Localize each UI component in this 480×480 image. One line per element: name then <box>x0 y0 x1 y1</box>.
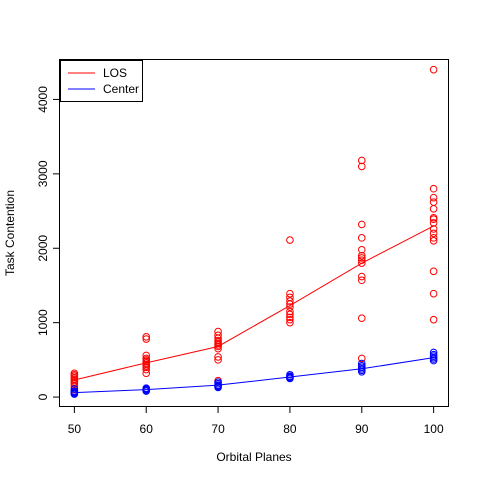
point-los <box>142 335 151 343</box>
legend-box <box>60 60 143 102</box>
point-los <box>357 354 366 363</box>
point-los <box>357 162 366 171</box>
point-los <box>357 314 366 322</box>
point-los <box>357 254 366 262</box>
point-los <box>286 315 294 324</box>
point-los <box>214 353 222 361</box>
point-los <box>286 310 294 319</box>
series-los <box>70 65 438 394</box>
point-los <box>429 205 438 213</box>
point-los <box>142 363 151 372</box>
point-center <box>429 356 438 365</box>
point-los <box>286 313 294 322</box>
y-tick-label: 3000 <box>36 160 50 187</box>
point-center <box>286 374 294 383</box>
line-center <box>74 357 434 394</box>
point-los <box>429 315 438 324</box>
y-axis: 0 1000 2000 3000 4000 <box>36 86 60 400</box>
x-axis-title: Orbital Planes <box>216 450 291 464</box>
point-los <box>286 307 294 316</box>
point-los <box>214 344 222 353</box>
point-los <box>429 193 438 202</box>
point-los <box>429 184 438 193</box>
point-los <box>357 156 366 165</box>
point-los <box>357 234 366 242</box>
legend: LOS Center <box>60 60 143 102</box>
point-los <box>142 351 151 360</box>
point-los <box>357 259 366 267</box>
point-center <box>70 390 79 398</box>
y-tick-label: 4000 <box>36 86 50 113</box>
point-los <box>357 276 366 285</box>
point-los <box>214 356 222 364</box>
point-los <box>142 365 151 374</box>
x-tick-label: 80 <box>283 422 297 436</box>
point-los <box>286 289 294 298</box>
legend-label-center: Center <box>103 82 139 96</box>
point-los <box>357 245 366 254</box>
point-los <box>429 267 438 276</box>
x-tick-label: 50 <box>68 422 82 436</box>
point-los <box>70 379 79 388</box>
point-los <box>429 225 438 233</box>
point-los <box>286 236 294 244</box>
point-los <box>214 342 222 351</box>
legend-label-los: LOS <box>103 66 127 80</box>
x-axis: 50 60 70 80 90 100 <box>68 406 444 436</box>
point-center <box>142 387 151 395</box>
y-axis-title: Task Contention <box>3 190 17 276</box>
point-los <box>286 318 294 327</box>
x-tick-label: 60 <box>140 422 154 436</box>
series-center <box>70 348 438 398</box>
point-los <box>142 369 151 378</box>
point-los <box>357 220 366 229</box>
point-los <box>357 272 366 281</box>
x-tick-label: 100 <box>424 422 444 436</box>
point-los <box>429 65 438 74</box>
y-tick-label: 2000 <box>36 235 50 262</box>
y-tick-label: 1000 <box>36 309 50 336</box>
point-los <box>429 237 438 245</box>
x-tick-label: 90 <box>355 422 369 436</box>
series-layer <box>70 65 438 398</box>
point-los <box>429 215 438 224</box>
point-los <box>429 234 438 242</box>
point-los <box>142 333 151 341</box>
y-tick-label: 0 <box>36 393 50 400</box>
x-tick-label: 70 <box>211 422 225 436</box>
line-los <box>74 225 434 381</box>
point-center <box>214 383 222 392</box>
point-los <box>286 297 294 305</box>
point-los <box>429 229 438 238</box>
point-los <box>357 251 366 260</box>
point-los <box>429 289 438 298</box>
